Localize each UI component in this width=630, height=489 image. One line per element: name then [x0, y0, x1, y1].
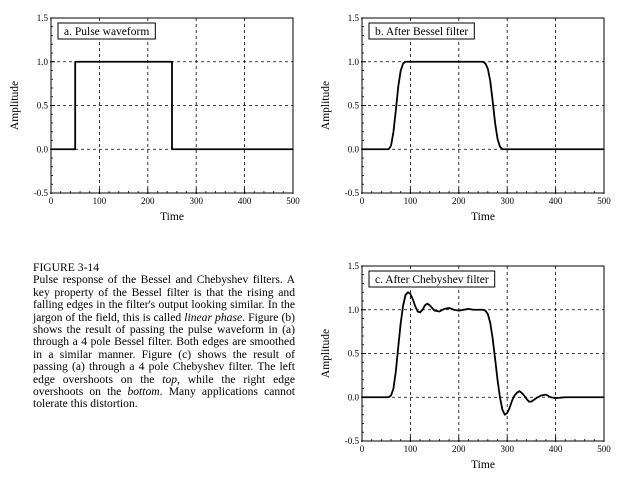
- x-tick-label: 500: [597, 444, 611, 454]
- y-axis-label: Amplitude: [320, 81, 332, 130]
- chart-title: a. Pulse waveform: [64, 26, 149, 38]
- y-axis-label: Amplitude: [9, 81, 21, 130]
- chart-title: c. After Chebyshev filter: [375, 274, 489, 286]
- chart-title-box: c. After Chebyshev filter: [368, 270, 496, 288]
- caption-part-4: top: [162, 372, 178, 386]
- caption-part-3: . Figure (b) shows the result of passing…: [33, 310, 296, 386]
- y-tick-label: 0.0: [37, 144, 49, 154]
- y-tick-label: -0.5: [34, 188, 49, 198]
- y-axis-label: Amplitude: [320, 329, 332, 378]
- x-tick-label: 100: [93, 196, 107, 206]
- y-tick-label: 0.0: [348, 392, 360, 402]
- y-tick-label: 1.5: [37, 13, 49, 23]
- x-tick-label: 200: [452, 196, 466, 206]
- chart-title-frame: [368, 270, 496, 288]
- y-tick-label: 0.5: [37, 101, 49, 111]
- y-tick-label: -0.5: [345, 436, 360, 446]
- x-tick-label: 500: [286, 196, 300, 206]
- x-tick-label: 0: [360, 444, 365, 454]
- x-tick-label: 500: [597, 196, 611, 206]
- y-tick-label: 1.0: [37, 57, 49, 67]
- x-tick-label: 300: [500, 444, 514, 454]
- figure-caption: FIGURE 3-14 Pulse response of the Bessel …: [33, 261, 296, 411]
- caption-part-5: , while the right edge overshoots on the: [33, 372, 295, 399]
- chart-b: 0 100 200 300 400 500 -0.5 0.0 0.5 1.0 1.5 Time Ampl…: [320, 13, 611, 223]
- figure-label: FIGURE 3-14: [33, 261, 100, 274]
- chart-c: 0 100 200 300 400 500 -0.5 0.0 0.5 1.0 1.5 Time Ampl…: [320, 261, 611, 471]
- y-tick-label: 0.5: [348, 349, 360, 359]
- series-line: [51, 60, 293, 151]
- x-tick-label: 400: [549, 196, 563, 206]
- y-tick-label: 1.0: [348, 57, 360, 67]
- x-tick-label: 0: [49, 196, 54, 206]
- x-tick-label: 400: [238, 196, 252, 206]
- x-axis-label: Time: [160, 211, 184, 223]
- x-axis-label: Time: [471, 211, 495, 223]
- x-tick-label: 300: [500, 196, 514, 206]
- x-tick-label: 100: [404, 196, 418, 206]
- series-line: [362, 291, 604, 416]
- caption-part-2: linear phase: [184, 310, 243, 324]
- x-tick-label: 100: [404, 444, 418, 454]
- series-line: [362, 60, 604, 151]
- caption-part-1: Pulse response of the Bessel and Chebysh…: [33, 273, 295, 324]
- y-tick-label: 1.5: [348, 13, 360, 23]
- chart-title-frame: [368, 22, 475, 40]
- y-tick-label: 1.5: [348, 261, 360, 271]
- y-tick-label: -0.5: [345, 188, 360, 198]
- chart-title-box: b. After Bessel filter: [368, 22, 475, 40]
- chart-title-box: a. Pulse waveform: [57, 22, 156, 40]
- x-tick-label: 200: [452, 444, 466, 454]
- chart-title-frame: [57, 22, 156, 40]
- caption-part-6: bottom: [127, 385, 160, 399]
- caption-part-7: . Many applications cannot tolerate this…: [33, 385, 295, 411]
- y-tick-label: 0.5: [348, 101, 360, 111]
- x-tick-label: 400: [549, 444, 563, 454]
- x-axis-label: Time: [471, 459, 495, 471]
- x-tick-label: 0: [360, 196, 365, 206]
- chart-title: b. After Bessel filter: [375, 26, 468, 38]
- y-tick-label: 0.0: [348, 144, 360, 154]
- x-tick-label: 200: [141, 196, 155, 206]
- y-tick-label: 1.0: [348, 305, 360, 315]
- x-tick-label: 300: [189, 196, 203, 206]
- chart-a: 0 100 200 300 400 500 -0.5 0.0 0.5 1.0 1.5 Time Ampl…: [9, 13, 300, 223]
